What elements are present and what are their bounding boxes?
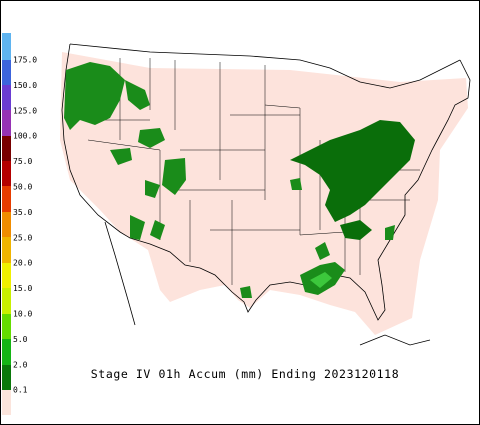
legend-label: 10.0 [13,310,32,319]
legend-swatch [2,390,11,415]
legend-label: 2.0 [13,360,28,369]
legend-swatch [2,237,11,263]
legend-label: 125.0 [13,106,37,115]
legend-label: 35.0 [13,208,32,217]
legend-bar [2,33,11,415]
legend-swatch [2,33,11,60]
legend-swatch [2,186,11,212]
legend-label: 150.0 [13,81,37,90]
legend-swatch [2,85,11,110]
legend-label: 5.0 [13,335,28,344]
legend-swatch [2,60,11,85]
coverage-area [60,52,468,335]
legend-swatch [2,110,11,136]
legend-label: 20.0 [13,259,32,268]
legend-swatch [2,339,11,365]
legend-swatch [2,161,11,186]
legend-label: 50.0 [13,183,32,192]
legend-label: 0.1 [13,386,28,395]
legend-label: 175.0 [13,56,37,65]
legend-swatch [2,263,11,288]
legend-swatch [2,136,11,161]
legend-swatch [2,288,11,314]
legend-labels: 175.0 150.0 125.0 100.0 75.0 50.0 35.0 25.0 20.0… [13,56,37,395]
precip-areas [64,62,415,298]
map-title: Stage IV 01h Accum (mm) Ending 202312011… [91,367,399,381]
legend-swatch [2,314,11,339]
legend-label: 25.0 [13,233,32,242]
legend-label: 75.0 [13,157,32,166]
legend-label: 15.0 [13,284,32,293]
legend-label: 100.0 [13,132,37,141]
legend-swatch [2,365,11,390]
legend-swatch [2,212,11,237]
